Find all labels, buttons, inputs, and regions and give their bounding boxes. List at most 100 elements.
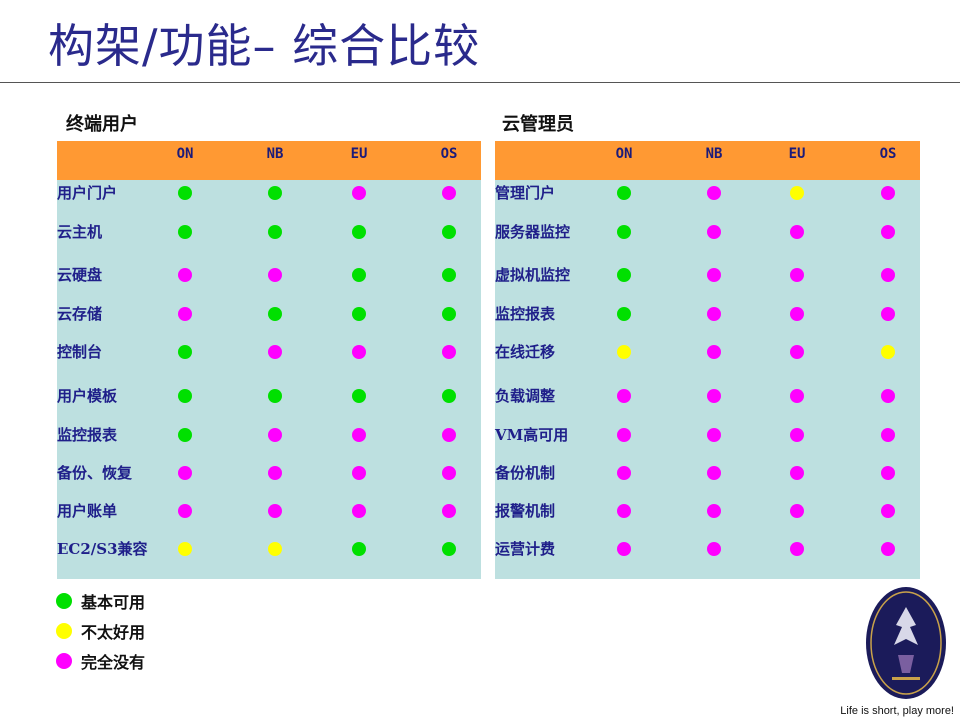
status-dot-none	[352, 466, 366, 480]
column-header-os: OS	[440, 146, 458, 162]
status-dot-good	[617, 225, 631, 239]
row-label: 服务器监控	[495, 223, 571, 241]
row-label: 用户门户	[57, 184, 118, 202]
status-dot-good	[352, 225, 366, 239]
status-dot-none	[617, 542, 631, 556]
row-label: 管理门户	[495, 184, 556, 202]
status-dot-good	[178, 389, 192, 403]
status-dot-none	[617, 389, 631, 403]
status-dot-none	[881, 268, 895, 282]
status-dot-none	[268, 345, 282, 359]
column-header-on: ON	[615, 146, 633, 162]
status-dot-good	[442, 389, 456, 403]
status-dot-good	[617, 307, 631, 321]
status-dot-none	[707, 428, 721, 442]
tagline: Life is short, play more!	[840, 705, 954, 717]
status-dot-none	[707, 307, 721, 321]
row-label: 用户模板	[57, 387, 118, 405]
status-dot-fair	[790, 186, 804, 200]
status-dot-none	[352, 345, 366, 359]
status-dot-none	[707, 389, 721, 403]
legend-label: 完全没有	[81, 653, 146, 672]
status-dot-none	[881, 389, 895, 403]
status-dot-fair	[178, 542, 192, 556]
status-dot-none	[881, 307, 895, 321]
title-divider	[0, 82, 960, 83]
page-title: 构架/功能– 综合比较	[48, 19, 481, 73]
status-dot-none	[617, 466, 631, 480]
row-label: 云存储	[57, 305, 103, 323]
status-dot-none	[268, 466, 282, 480]
status-dot-good	[268, 186, 282, 200]
status-dot-none	[442, 345, 456, 359]
status-dot-none	[442, 428, 456, 442]
row-label: 用户账单	[57, 502, 118, 520]
status-dot-none	[178, 504, 192, 518]
status-dot-none	[790, 389, 804, 403]
status-dot-none	[881, 225, 895, 239]
status-dot-none	[617, 428, 631, 442]
row-label: 云硬盘	[57, 266, 103, 284]
column-header-os: OS	[879, 146, 897, 162]
status-dot-good	[442, 225, 456, 239]
legend-item-fair: 不太好用	[56, 620, 145, 642]
row-label: 运营计费	[495, 540, 556, 558]
status-dot-good	[178, 428, 192, 442]
status-dot-none	[707, 186, 721, 200]
status-dot-none	[268, 268, 282, 282]
row-label: 备份机制	[495, 464, 556, 482]
status-dot-fair	[881, 345, 895, 359]
brand-seal-logo	[866, 587, 946, 699]
status-dot-none	[790, 345, 804, 359]
table-header-band	[57, 141, 481, 180]
row-label: 报警机制	[495, 502, 556, 520]
end-user-table: ON NB EU OS 用户门户 云主机 云硬盘 云存储 控制台 用户模板 监控报表 备份、恢复 用户账…	[57, 141, 481, 579]
legend-item-good: 基本可用	[56, 590, 145, 612]
status-dot-fair	[268, 542, 282, 556]
status-dot-good	[268, 307, 282, 321]
status-dot-none	[790, 225, 804, 239]
status-dot-good	[352, 307, 366, 321]
legend-label: 基本可用	[81, 593, 146, 612]
legend-label: 不太好用	[81, 623, 146, 642]
table-body	[57, 180, 481, 579]
left-heading: 终端用户	[66, 114, 138, 135]
column-header-nb: NB	[705, 146, 723, 162]
column-header-nb: NB	[266, 146, 284, 162]
status-dot-none	[442, 186, 456, 200]
table-header-band	[495, 141, 920, 180]
status-dot-fair	[617, 345, 631, 359]
status-dot-none	[707, 268, 721, 282]
status-dot-none	[707, 466, 721, 480]
row-label: 虚拟机监控	[495, 266, 571, 284]
status-dot-none	[881, 542, 895, 556]
status-dot-none	[178, 268, 192, 282]
row-label: 在线迁移	[495, 343, 556, 361]
status-dot-none	[707, 542, 721, 556]
status-dot-none	[790, 466, 804, 480]
status-dot-good	[442, 542, 456, 556]
status-dot-none	[790, 504, 804, 518]
row-label: 监控报表	[495, 305, 556, 323]
legend-green-dot	[56, 593, 72, 609]
status-dot-none	[707, 225, 721, 239]
status-dot-none	[442, 504, 456, 518]
status-dot-none	[352, 428, 366, 442]
column-header-eu: EU	[350, 146, 368, 162]
status-dot-good	[442, 268, 456, 282]
status-dot-none	[178, 466, 192, 480]
row-label: 监控报表	[57, 426, 118, 444]
status-dot-none	[352, 186, 366, 200]
status-dot-none	[442, 466, 456, 480]
status-dot-none	[790, 542, 804, 556]
status-dot-none	[268, 504, 282, 518]
status-dot-good	[617, 268, 631, 282]
row-label: EC2/S3兼容	[57, 540, 148, 558]
status-dot-none	[707, 345, 721, 359]
status-dot-none	[352, 504, 366, 518]
row-label: 备份、恢复	[57, 464, 133, 482]
status-dot-good	[352, 389, 366, 403]
status-dot-good	[617, 186, 631, 200]
status-dot-none	[178, 307, 192, 321]
column-header-on: ON	[176, 146, 194, 162]
